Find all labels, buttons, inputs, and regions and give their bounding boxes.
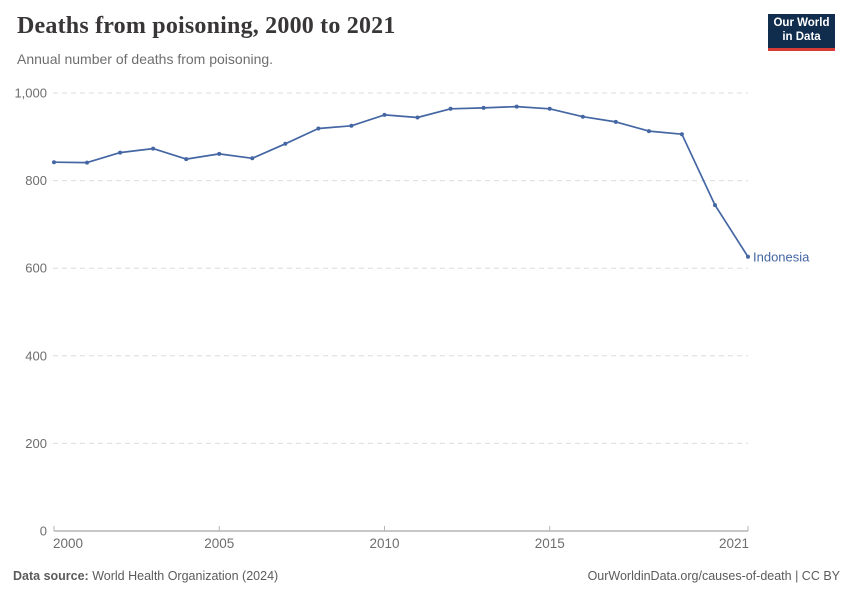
data-point-2012[interactable] — [448, 106, 453, 111]
page-title: Deaths from poisoning, 2000 to 2021 — [17, 13, 396, 39]
data-point-2002[interactable] — [118, 150, 123, 155]
data-point-2000[interactable] — [52, 160, 56, 165]
y-axis-tick-label: 800 — [25, 173, 47, 188]
y-axis-tick-label: 400 — [25, 348, 47, 363]
indonesia-line[interactable] — [53, 105, 749, 258]
y-axis-tick-label: 600 — [25, 261, 47, 276]
data-point-2004[interactable] — [184, 157, 189, 162]
entity-label[interactable]: Indonesia — [753, 249, 810, 264]
owid-logo[interactable]: Our World in Data — [768, 14, 835, 51]
attribution-link[interactable]: OurWorldinData.org/causes-of-death | CC … — [587, 569, 840, 583]
data-point-2001[interactable] — [85, 160, 89, 165]
data-point-2016[interactable] — [580, 114, 585, 119]
data-point-2015[interactable] — [547, 106, 552, 111]
x-axis-tick-label: 2000 — [53, 536, 83, 551]
data-point-2010[interactable] — [382, 112, 387, 117]
data-point-2003[interactable] — [151, 146, 156, 151]
data-point-2011[interactable] — [415, 115, 420, 120]
data-point-2018[interactable] — [646, 129, 651, 134]
x-axis-tick-label: 2021 — [719, 536, 749, 551]
y-axis-tick-label: 0 — [40, 524, 47, 539]
chart-subtitle: Annual number of deaths from poisoning. — [17, 51, 274, 67]
owid-logo-line1: Our World — [773, 17, 830, 30]
data-point-2020[interactable] — [713, 203, 717, 208]
data-point-2007[interactable] — [283, 141, 288, 146]
data-source-note: Data source: World Health Organization (… — [13, 569, 278, 583]
x-axis-tick-label: 2005 — [204, 536, 234, 551]
y-axis-tick-label: 200 — [25, 436, 47, 451]
owid-logo-line2: in Data — [782, 31, 821, 43]
x-axis-tick-label: 2010 — [369, 536, 399, 551]
data-point-2008[interactable] — [316, 126, 321, 131]
data-point-2005[interactable] — [217, 151, 222, 156]
x-axis-tick-label: 2015 — [535, 536, 565, 551]
data-source-label: Data source: — [13, 569, 89, 583]
data-point-2017[interactable] — [613, 119, 618, 124]
data-point-2021[interactable] — [746, 254, 750, 259]
data-point-2006[interactable] — [250, 156, 255, 161]
data-point-2009[interactable] — [349, 123, 354, 128]
y-axis-tick-label: 1,000 — [14, 86, 47, 101]
data-point-2013[interactable] — [481, 105, 486, 110]
data-source-text: World Health Organization (2024) — [92, 569, 279, 583]
data-point-2019[interactable] — [679, 132, 684, 137]
data-point-2014[interactable] — [514, 104, 519, 109]
